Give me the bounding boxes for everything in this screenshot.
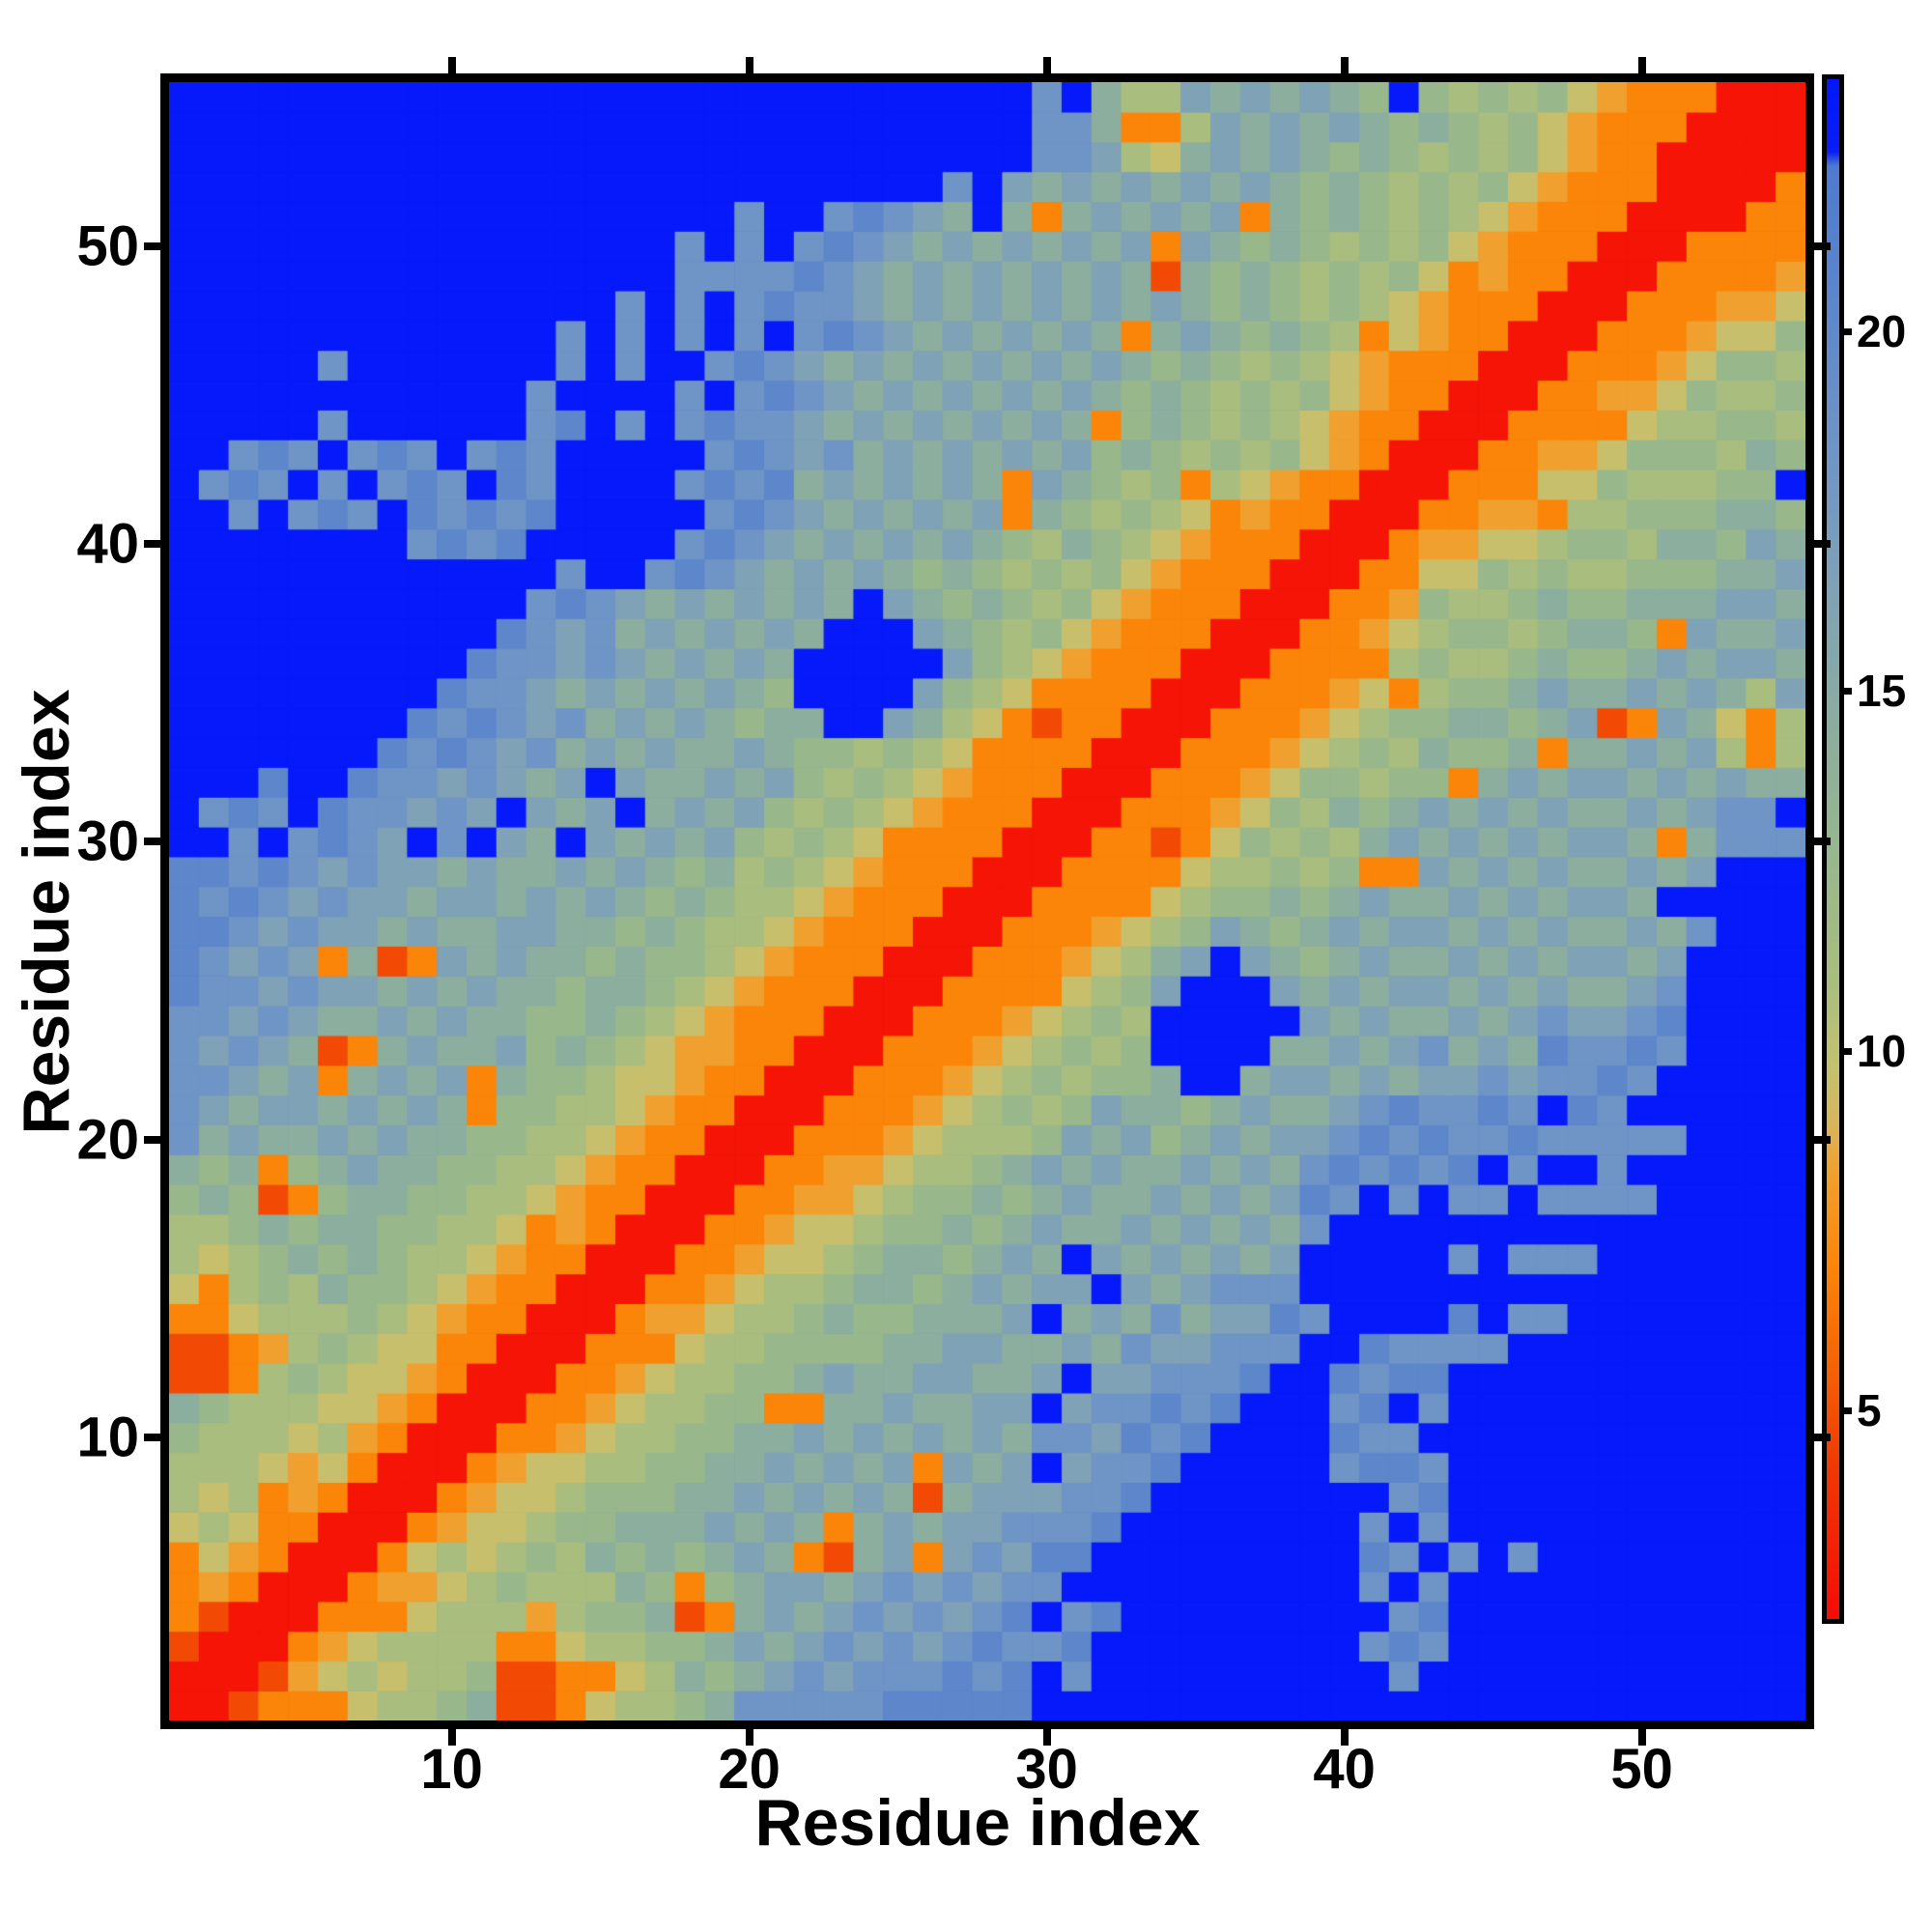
x-tick-mark-top — [745, 57, 753, 73]
x-tick-label: 10 — [420, 1738, 483, 1801]
x-tick-mark — [1637, 1729, 1646, 1746]
x-tick-mark-top — [447, 57, 456, 73]
colorbar-tick-mark — [1839, 327, 1852, 335]
colorbar-tick-label: 20 — [1857, 305, 1907, 356]
colorbar-canvas — [1827, 79, 1839, 1619]
y-tick-mark-right — [1814, 539, 1831, 548]
y-tick-mark — [144, 838, 160, 846]
y-tick-mark — [144, 1434, 160, 1442]
plot-frame — [160, 73, 1814, 1729]
y-tick-mark — [144, 242, 160, 250]
y-tick-label: 40 — [76, 512, 139, 576]
y-tick-mark — [144, 1135, 160, 1144]
colorbar-tick-mark — [1839, 1406, 1852, 1414]
y-tick-label: 10 — [76, 1406, 139, 1469]
colorbar-tick-mark — [1839, 1047, 1852, 1055]
x-tick-mark — [745, 1729, 753, 1746]
colorbar-tick-mark — [1839, 688, 1852, 696]
x-tick-mark-top — [1042, 57, 1051, 73]
y-tick-mark-right — [1814, 838, 1831, 846]
y-axis-title: Residue index — [10, 689, 83, 1135]
x-tick-label: 50 — [1610, 1738, 1673, 1801]
y-tick-label: 50 — [76, 214, 139, 278]
colorbar — [1822, 74, 1844, 1624]
colorbar-tick-label: 15 — [1857, 666, 1907, 717]
y-tick-mark — [144, 539, 160, 548]
y-tick-label: 30 — [76, 810, 139, 873]
y-tick-mark-right — [1814, 1434, 1831, 1442]
x-tick-label: 20 — [718, 1738, 781, 1801]
x-tick-mark-top — [1340, 57, 1349, 73]
y-tick-mark-right — [1814, 242, 1831, 250]
x-tick-label: 40 — [1313, 1738, 1376, 1801]
colorbar-tick-label: 10 — [1857, 1025, 1907, 1076]
x-tick-label: 30 — [1015, 1738, 1078, 1801]
heatmap-canvas — [169, 82, 1805, 1720]
y-tick-label: 20 — [76, 1108, 139, 1172]
x-tick-mark — [1340, 1729, 1349, 1746]
x-axis-title: Residue index — [754, 1786, 1201, 1860]
y-tick-mark-right — [1814, 1135, 1831, 1144]
x-tick-mark — [1042, 1729, 1051, 1746]
x-tick-mark-top — [1637, 57, 1646, 73]
x-tick-mark — [447, 1729, 456, 1746]
colorbar-tick-label: 5 — [1857, 1384, 1882, 1435]
